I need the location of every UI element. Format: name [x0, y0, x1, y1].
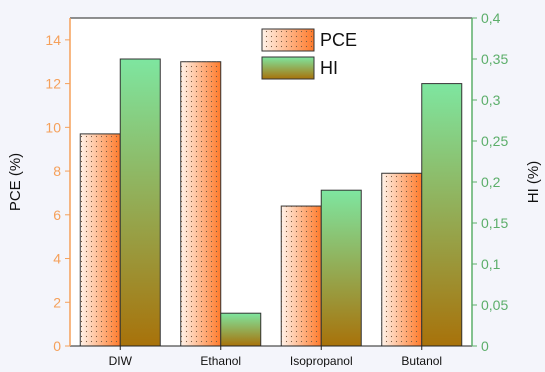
- right-tick-label: 0,35: [481, 51, 508, 67]
- right-tick-label: 0,25: [481, 133, 508, 149]
- right-tick-label: 0,2: [481, 174, 501, 190]
- left-tick-label: 2: [53, 294, 61, 310]
- bar-pce-dots: [80, 133, 121, 346]
- left-tick-label: 10: [45, 119, 61, 135]
- right-tick-label: 0,4: [481, 10, 501, 26]
- left-tick-label: 0: [53, 338, 61, 354]
- right-tick-label: 0,3: [481, 92, 501, 108]
- bar-pce-isopropanol: [280, 205, 322, 347]
- left-tick-label: 14: [45, 32, 61, 48]
- left-tick-label: 12: [45, 76, 61, 92]
- bar-pce-diw: [79, 133, 121, 347]
- legend: PCE HI: [261, 28, 357, 80]
- bar-pce-ethanol: [180, 61, 222, 347]
- bar-hi-diw: [119, 58, 161, 347]
- right-tick-label: 0,15: [481, 215, 508, 231]
- left-tick-label: 6: [53, 207, 61, 223]
- bar-hi-ethanol: [220, 312, 262, 347]
- x-tick-label: Ethanol: [200, 354, 241, 367]
- legend-swatch-pce-dots: [262, 29, 314, 51]
- bar-pce-butanol: [381, 172, 423, 347]
- left-tick-label: 8: [53, 163, 61, 179]
- right-tick-label: 0: [481, 338, 489, 354]
- x-tick-label: Isopropanol: [290, 354, 353, 367]
- legend-swatch-hi: [261, 56, 315, 80]
- bar-hi-butanol: [421, 83, 463, 347]
- y-axis-label-right: HI (%): [525, 161, 542, 204]
- bar-pce-dots: [281, 206, 322, 346]
- legend-label-pce: PCE: [320, 30, 357, 50]
- left-tick-label: 4: [53, 251, 61, 267]
- right-tick-label: 0,1: [481, 256, 501, 272]
- bar-hi-isopropanol: [320, 189, 362, 347]
- bar-pce-dots: [180, 61, 221, 346]
- bar-pce-dots: [381, 173, 422, 346]
- legend-label-hi: HI: [320, 58, 338, 78]
- x-tick-label: DIW: [109, 354, 133, 367]
- y-axis-label: PCE (%): [7, 153, 24, 211]
- x-tick-label: Butanol: [401, 354, 442, 367]
- right-tick-label: 0,05: [481, 297, 508, 313]
